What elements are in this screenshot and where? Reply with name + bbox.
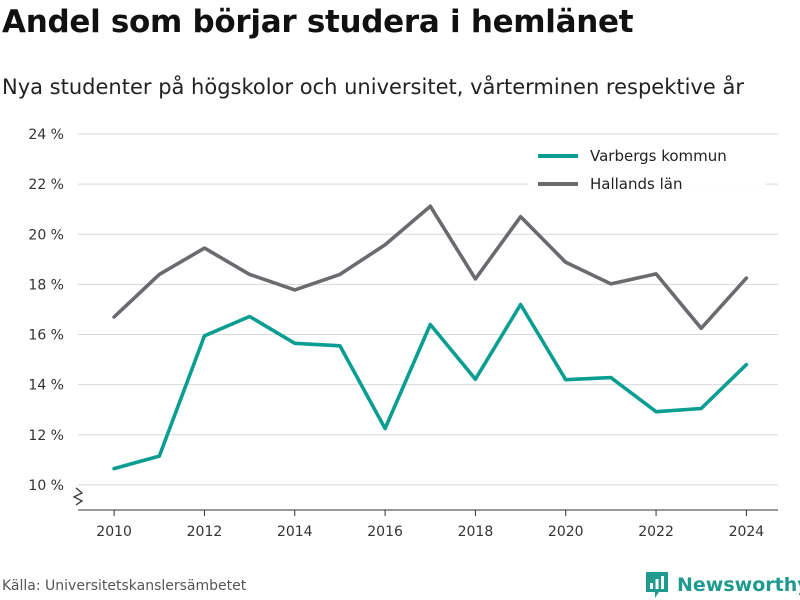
line-chart: 10 % 12 % 14 % 16 % 18 % 20 % 22 % 24 % 2010 2012… (28, 127, 778, 540)
x-tick-label: 2012 (187, 524, 223, 540)
y-tick-label: 16 % (28, 328, 64, 344)
x-tick-label: 2024 (729, 524, 765, 540)
legend-background (528, 142, 766, 198)
y-tick-label: 10 % (28, 478, 64, 494)
series-lines (112, 204, 749, 471)
legend: Varbergs kommun Hallands län (528, 142, 766, 198)
y-tick-label: 12 % (28, 428, 64, 444)
axes: 10 % 12 % 14 % 16 % 18 % 20 % 22 % 24 % 2010 2012… (28, 127, 778, 540)
series-line (112, 204, 749, 331)
bar-chart-logo-icon (646, 572, 668, 598)
y-tick-label: 18 % (28, 277, 64, 293)
x-tick-label: 2022 (638, 524, 674, 540)
series-line (112, 302, 749, 471)
y-tick-label: 20 % (28, 227, 64, 243)
legend-label: Varbergs kommun (590, 147, 727, 165)
chart-subtitle: Nya studenter på högskolor och universit… (2, 75, 744, 99)
x-tick-label: 2018 (458, 524, 494, 540)
y-tick-label: 24 % (28, 127, 64, 143)
brand-name: Newsworthy (677, 574, 800, 596)
y-tick-label: 22 % (28, 177, 64, 193)
x-tick-label: 2020 (548, 524, 584, 540)
y-tick-label: 14 % (28, 378, 64, 394)
source-note: Källa: Universitetskanslersämbetet (2, 578, 247, 594)
legend-label: Hallands län (590, 175, 682, 193)
brand-logo[interactable]: Newsworthy (644, 570, 800, 600)
x-tick-label: 2014 (277, 524, 313, 540)
x-tick-label: 2016 (367, 524, 403, 540)
axis-break-marker (72, 487, 84, 506)
chart-title: Andel som börjar studera i hemlänet (2, 4, 634, 40)
x-tick-label: 2010 (96, 524, 132, 540)
